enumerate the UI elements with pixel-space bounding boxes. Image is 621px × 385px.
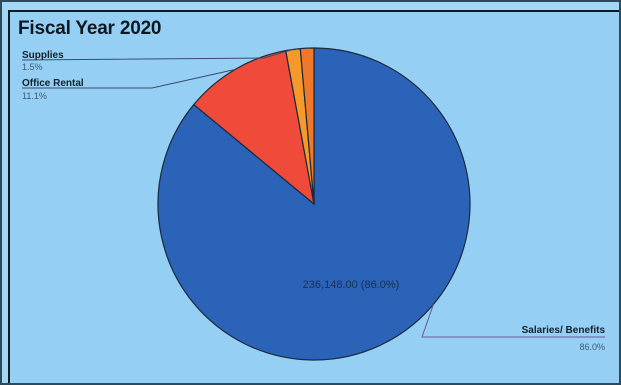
label-salaries-name: Salaries/ Benefits <box>522 325 606 336</box>
label-office-rental-percent: 11.1% <box>22 91 47 101</box>
slice-other <box>299 47 315 205</box>
pie-slices <box>157 47 471 361</box>
leader-lines <box>21 48 605 338</box>
chart-title: Fiscal Year 2020 <box>18 18 162 39</box>
label-salaries-percent: 86.0% <box>579 342 605 352</box>
label-office-rental-name: Office Rental <box>22 78 84 89</box>
slice-office-rental <box>192 49 315 206</box>
label-supplies-name: Supplies <box>22 50 64 61</box>
label-supplies-percent: 1.5% <box>22 62 43 72</box>
inside-value-label: 236,148.00 (86.0%) <box>303 279 400 291</box>
leader-line-office-rental <box>22 68 236 89</box>
leader-line-supplies <box>21 48 294 61</box>
leader-line-salaries <box>421 304 605 338</box>
